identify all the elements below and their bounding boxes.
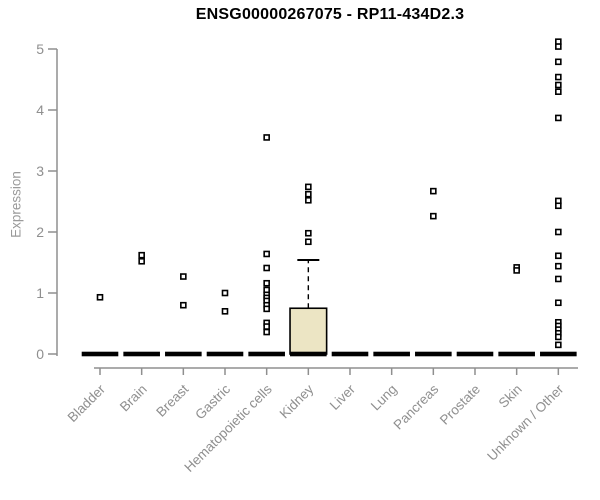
median-bar	[206, 351, 244, 357]
outlier-point	[555, 202, 562, 210]
x-tick-label: Brain	[117, 382, 150, 415]
outlier-point	[305, 196, 312, 204]
box-iqr	[289, 307, 328, 355]
median-bar	[373, 351, 410, 357]
outlier-point	[263, 264, 270, 272]
x-tick-label: Breast	[153, 381, 191, 419]
outlier-point	[555, 43, 562, 50]
outlier-point	[555, 341, 562, 349]
outlier-point	[263, 323, 270, 330]
median-bar	[165, 351, 202, 357]
outlier-point	[555, 88, 562, 95]
y-tick-label: 2	[36, 224, 44, 240]
x-tick-label: Skin	[496, 382, 525, 411]
median-bar	[456, 351, 494, 357]
median-bar	[331, 351, 369, 357]
median-bar	[415, 351, 452, 357]
outlier-point	[555, 299, 562, 307]
outlier-point	[555, 58, 562, 66]
outlier-point	[180, 273, 187, 280]
median-bar	[123, 351, 160, 357]
outlier-point	[305, 238, 312, 246]
outlier-point	[180, 301, 187, 309]
y-tick-label: 3	[36, 163, 44, 179]
x-tick-label: Kidney	[277, 381, 317, 421]
median-bar	[81, 351, 119, 357]
x-tick-label: Unknown / Other	[484, 381, 567, 464]
outlier-point	[555, 81, 562, 89]
outlier-point	[555, 114, 562, 122]
outlier-point	[555, 275, 562, 283]
y-tick-label: 1	[36, 285, 44, 301]
outlier-point	[138, 251, 145, 259]
outlier-point	[555, 333, 562, 341]
outlier-point	[263, 305, 270, 313]
outlier-point	[555, 228, 562, 236]
x-tick-label: Pancreas	[391, 381, 442, 432]
outlier-point	[555, 262, 562, 270]
outlier-point	[221, 289, 229, 297]
x-tick-label: Prostate	[437, 382, 483, 428]
x-tick-label: Lung	[368, 382, 400, 414]
outlier-point	[96, 293, 104, 301]
x-tick-label: Bladder	[65, 381, 109, 425]
outlier-point	[305, 183, 312, 191]
x-tick-label: Gastric	[192, 381, 233, 422]
median-bar	[290, 351, 327, 357]
x-tick-label: Liver	[327, 381, 359, 413]
y-tick-label: 4	[36, 102, 44, 118]
outlier-point	[555, 73, 562, 81]
outlier-point	[305, 229, 312, 237]
outlier-point	[263, 279, 270, 287]
outlier-point	[221, 307, 229, 315]
outlier-point	[263, 250, 270, 258]
median-bar	[498, 351, 535, 357]
outlier-point	[430, 212, 437, 220]
median-bar	[248, 351, 285, 357]
chart-title: ENSG00000267075 - RP11-434D2.3	[195, 6, 465, 23]
outlier-point	[430, 187, 437, 195]
outlier-point	[263, 328, 270, 336]
outlier-point	[555, 252, 562, 260]
outlier-point	[513, 267, 520, 274]
outlier-point	[305, 190, 312, 198]
median-bar	[540, 351, 577, 357]
y-tick-label: 0	[36, 346, 44, 362]
y-tick-label: 5	[36, 41, 44, 57]
outlier-point	[138, 257, 145, 265]
outlier-point	[263, 134, 270, 141]
